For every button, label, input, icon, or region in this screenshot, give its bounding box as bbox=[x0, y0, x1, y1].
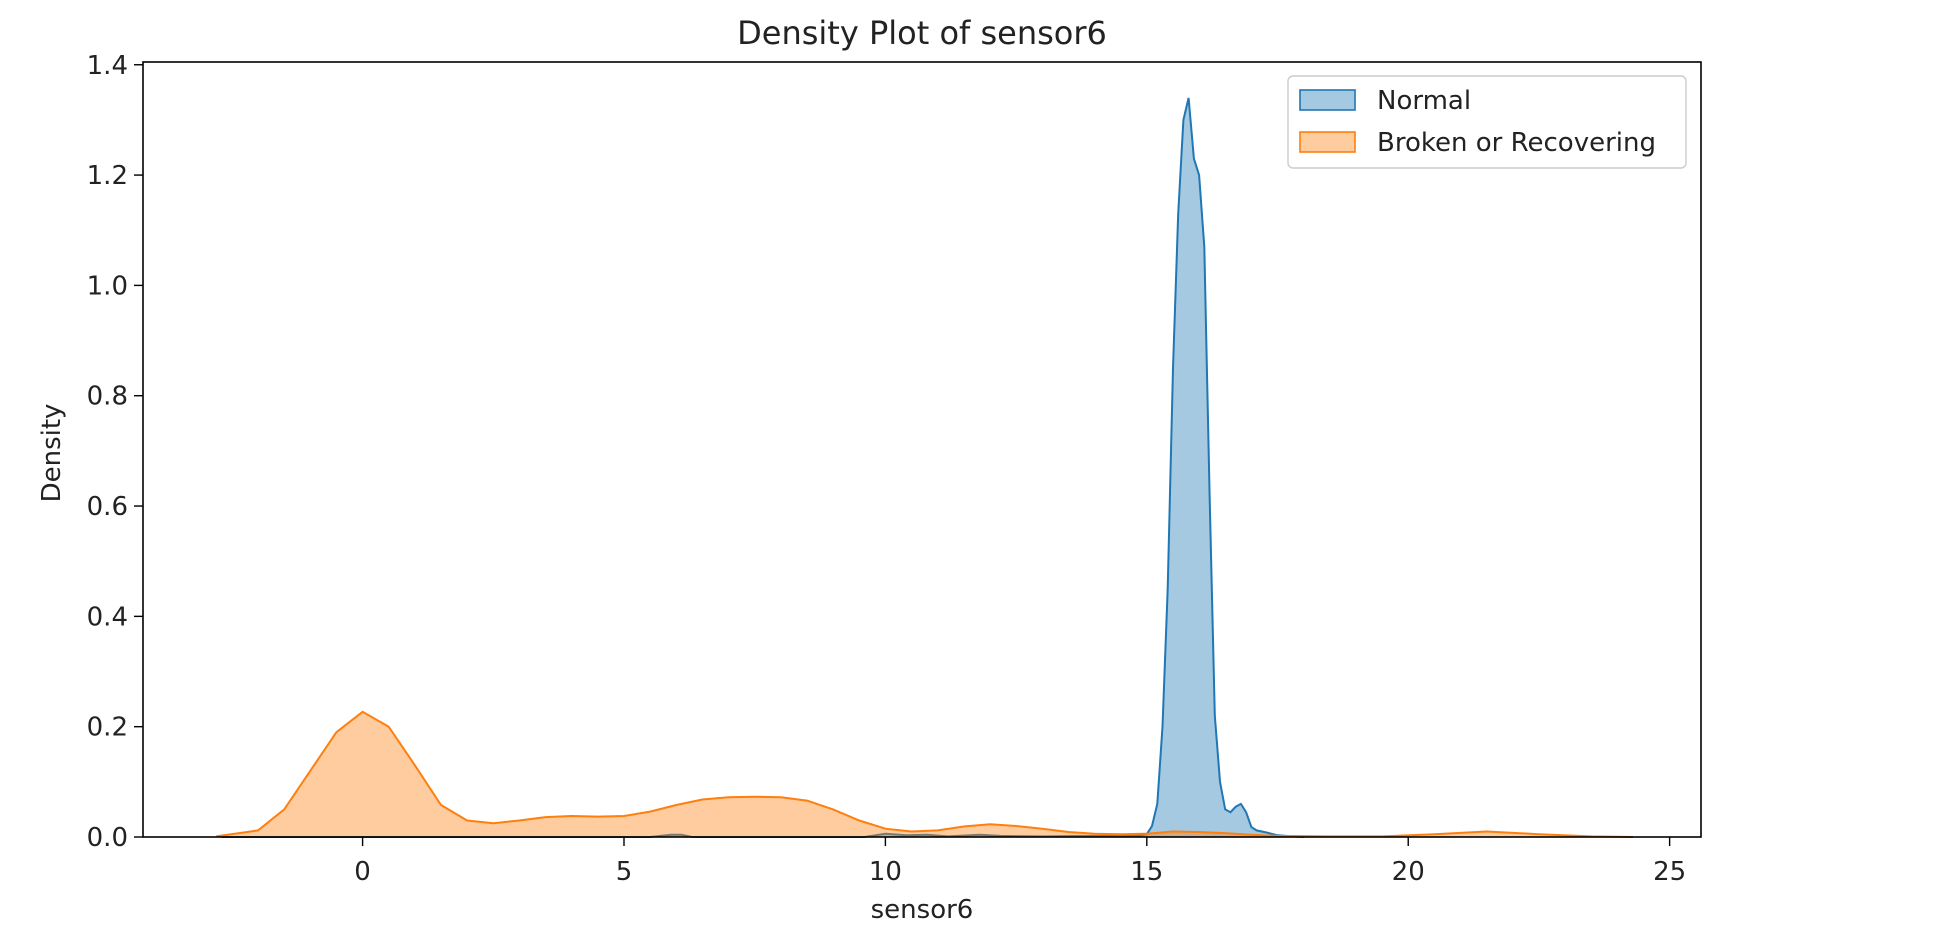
y-tick-label: 0.6 bbox=[87, 492, 128, 522]
density-line-normal bbox=[221, 97, 1304, 838]
y-tick-label: 0.2 bbox=[87, 713, 128, 743]
x-tick-label: 25 bbox=[1653, 857, 1686, 887]
y-tick-label: 0.0 bbox=[87, 823, 128, 853]
x-tick-label: 15 bbox=[1130, 857, 1163, 887]
area-fill-normal bbox=[221, 97, 1304, 837]
area-fill-broken-or-recovering bbox=[216, 711, 1634, 837]
x-tick-label: 10 bbox=[869, 857, 902, 887]
x-tick-label: 5 bbox=[616, 857, 633, 887]
y-tick-label: 1.4 bbox=[87, 51, 128, 81]
y-tick-label: 1.2 bbox=[87, 161, 128, 191]
x-tick-label: 0 bbox=[354, 857, 371, 887]
legend-label-broken: Broken or Recovering bbox=[1377, 128, 1656, 158]
y-tick-label: 0.8 bbox=[87, 382, 128, 412]
legend-swatch-broken bbox=[1299, 131, 1356, 153]
y-tick-label: 1.0 bbox=[87, 271, 128, 301]
y-tick-label: 0.4 bbox=[87, 602, 128, 632]
legend: Normal Broken or Recovering bbox=[1287, 75, 1687, 169]
legend-box bbox=[1287, 75, 1687, 169]
x-axis-label: sensor6 bbox=[871, 895, 974, 925]
legend-label-normal: Normal bbox=[1377, 86, 1471, 116]
density-line-broken-or-recovering bbox=[216, 710, 1634, 838]
x-tick-label: 20 bbox=[1392, 857, 1425, 887]
y-axis-label: Density bbox=[37, 404, 67, 503]
chart-title: Density Plot of sensor6 bbox=[737, 14, 1107, 52]
y-axis-ticks: 0.0 0.2 0.4 0.6 0.8 1.0 1.2 1.4 bbox=[87, 51, 143, 853]
plot-areas bbox=[216, 97, 1634, 838]
legend-swatch-normal bbox=[1299, 89, 1356, 111]
x-axis-ticks: 0 5 10 15 20 25 bbox=[354, 837, 1686, 887]
plot-frame bbox=[142, 61, 1702, 838]
